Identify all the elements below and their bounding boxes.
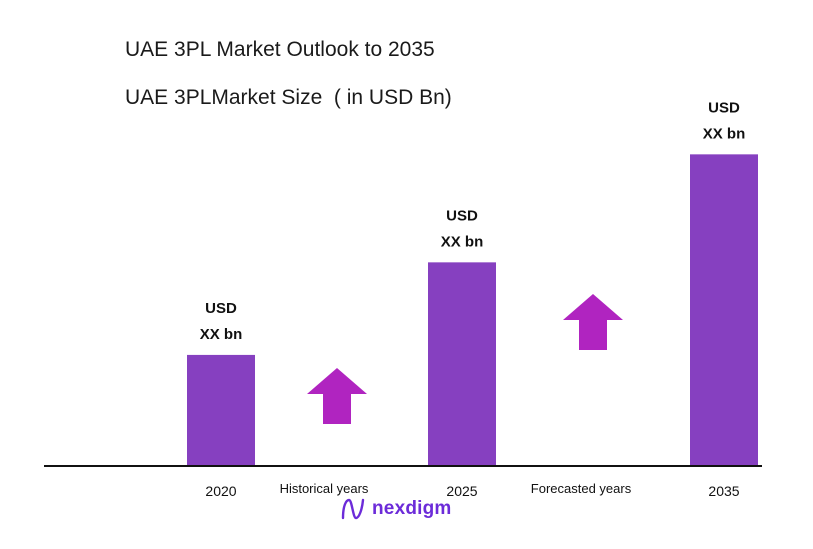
x-tick-label-2025: 2025 <box>446 483 477 499</box>
segment-label: Forecasted years <box>531 481 632 496</box>
bar-value-label: XX bn <box>703 125 746 142</box>
bar-value-label: XX bn <box>441 233 484 250</box>
x-tick-label-2035: 2035 <box>708 483 739 499</box>
segment-label: Historical years <box>280 481 369 496</box>
bar-value-label: USD <box>446 207 478 224</box>
bar-value-label: USD <box>708 99 740 116</box>
chart-subtitle: UAE 3PLMarket Size ( in USD Bn) <box>125 86 452 109</box>
nexdigm-n-logo-icon <box>341 498 365 520</box>
nexdigm-logo: nexdigm <box>340 495 452 523</box>
bar-value-label: XX bn <box>200 326 243 343</box>
nexdigm-wordmark: nexdigm <box>372 498 452 519</box>
up-arrow-icon <box>307 368 367 424</box>
bar-2025 <box>428 262 496 466</box>
bar-value-label: USD <box>205 300 237 317</box>
bar-2020 <box>187 354 255 466</box>
chart-title: UAE 3PL Market Outlook to 2035 <box>125 38 435 61</box>
x-tick-label-2020: 2020 <box>205 483 236 499</box>
bar-2035 <box>690 154 758 467</box>
up-arrow-icon <box>563 294 623 350</box>
